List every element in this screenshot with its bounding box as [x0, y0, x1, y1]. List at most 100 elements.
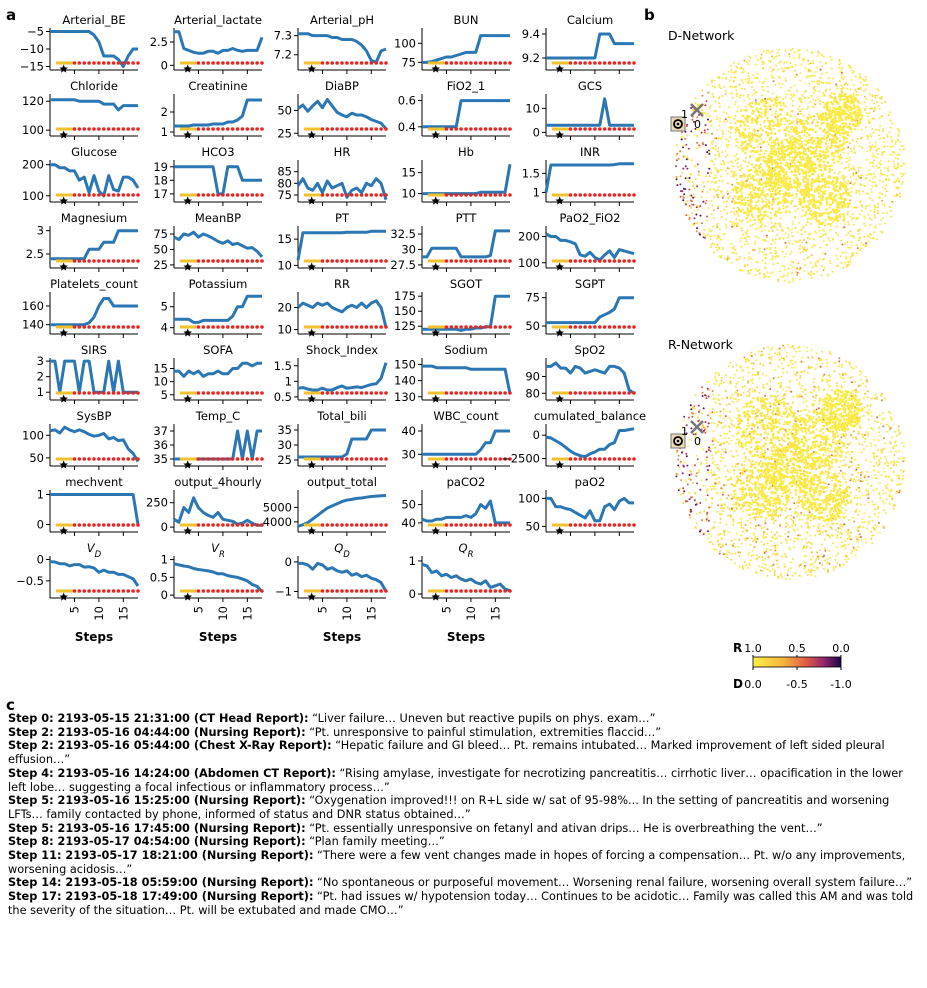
scatter-point [756, 72, 759, 75]
red-marker [459, 259, 463, 263]
scatter-point [878, 192, 881, 194]
red-marker [221, 193, 225, 197]
scatter-point [724, 169, 727, 172]
red-marker [82, 457, 87, 461]
scatter-point [893, 151, 896, 154]
scatter-point [702, 188, 704, 191]
cluster-point [834, 185, 837, 189]
red-marker [379, 391, 383, 395]
scatter-point [679, 175, 682, 178]
scatter-point [738, 268, 741, 271]
scatter-point [683, 155, 686, 158]
scatter-point [723, 208, 726, 211]
red-marker [121, 523, 126, 527]
y-tick-label: −10 [20, 42, 44, 56]
scatter-point [694, 164, 697, 167]
cluster-point [825, 113, 828, 116]
red-marker [617, 391, 622, 395]
cluster-point [822, 160, 826, 164]
scatter-point [865, 205, 868, 208]
scatter-point [789, 202, 792, 205]
scatter-point [865, 105, 868, 108]
scatter-point [759, 56, 762, 59]
scatter-point [847, 246, 850, 249]
scatter-point [822, 239, 825, 242]
scatter-point [745, 238, 748, 241]
scatter-point [805, 76, 808, 79]
scatter-point [901, 164, 904, 167]
cluster-point [744, 151, 747, 155]
scatter-point [808, 82, 811, 85]
scatter-point [746, 264, 749, 266]
scatter-point [698, 146, 701, 149]
red-marker [379, 61, 383, 65]
scatter-point [713, 196, 716, 199]
scatter-point [824, 151, 827, 154]
cluster-point [774, 162, 777, 165]
cluster-point [737, 201, 741, 205]
x-tick-label: 5 [439, 606, 453, 613]
cluster-point [757, 188, 761, 191]
red-marker [508, 193, 512, 197]
scatter-point [754, 267, 757, 270]
scatter-point [818, 79, 821, 82]
scatter-point [733, 211, 736, 213]
red-marker [622, 127, 627, 131]
cluster-point [803, 149, 807, 152]
cluster-point [773, 132, 777, 135]
cluster-point [769, 159, 773, 162]
cluster-point [745, 217, 749, 220]
scatter-point [864, 107, 867, 110]
scatter-point [694, 97, 697, 100]
scatter-point [831, 270, 834, 273]
cluster-point [826, 212, 829, 215]
scatter-point [843, 215, 846, 218]
red-marker [583, 193, 587, 197]
scatter-point [869, 107, 872, 110]
red-marker [488, 457, 493, 461]
red-marker [478, 391, 483, 395]
scatter-point [768, 248, 771, 251]
cluster-point [800, 188, 803, 192]
scatter-point [830, 164, 833, 167]
scatter-point [843, 128, 846, 131]
cluster-point [753, 150, 757, 153]
scatter-point [847, 221, 850, 224]
scatter-point [709, 115, 712, 118]
red-marker [225, 523, 230, 527]
cluster-point [833, 210, 836, 214]
red-marker [349, 193, 354, 197]
scatter-point [756, 260, 759, 263]
scatter-point [868, 236, 871, 239]
cluster-point [758, 135, 761, 139]
scatter-point [701, 89, 704, 92]
scatter-point [727, 140, 730, 143]
scatter-point [723, 201, 726, 204]
red-marker [473, 193, 478, 197]
red-marker [349, 391, 354, 395]
scatter-point [817, 173, 820, 176]
red-marker [469, 193, 473, 197]
cluster-point [831, 208, 835, 211]
scatter-point [845, 82, 847, 85]
y-tick-label: 30 [401, 447, 416, 461]
red-marker [345, 259, 349, 263]
scatter-point [713, 176, 716, 179]
scatter-point [830, 133, 833, 136]
scatter-point [829, 88, 831, 91]
scatter-point [735, 218, 738, 221]
scatter-point [811, 74, 814, 77]
scatter-point [809, 222, 812, 225]
cluster-point [822, 212, 825, 215]
red-marker [250, 61, 255, 65]
red-marker [493, 259, 498, 263]
scatter-point [743, 257, 746, 259]
scatter-point [807, 255, 810, 258]
scatter-point [807, 272, 810, 275]
cluster-point [778, 129, 781, 132]
red-marker [240, 457, 245, 461]
scatter-point [734, 249, 737, 251]
scatter-point [754, 274, 757, 276]
